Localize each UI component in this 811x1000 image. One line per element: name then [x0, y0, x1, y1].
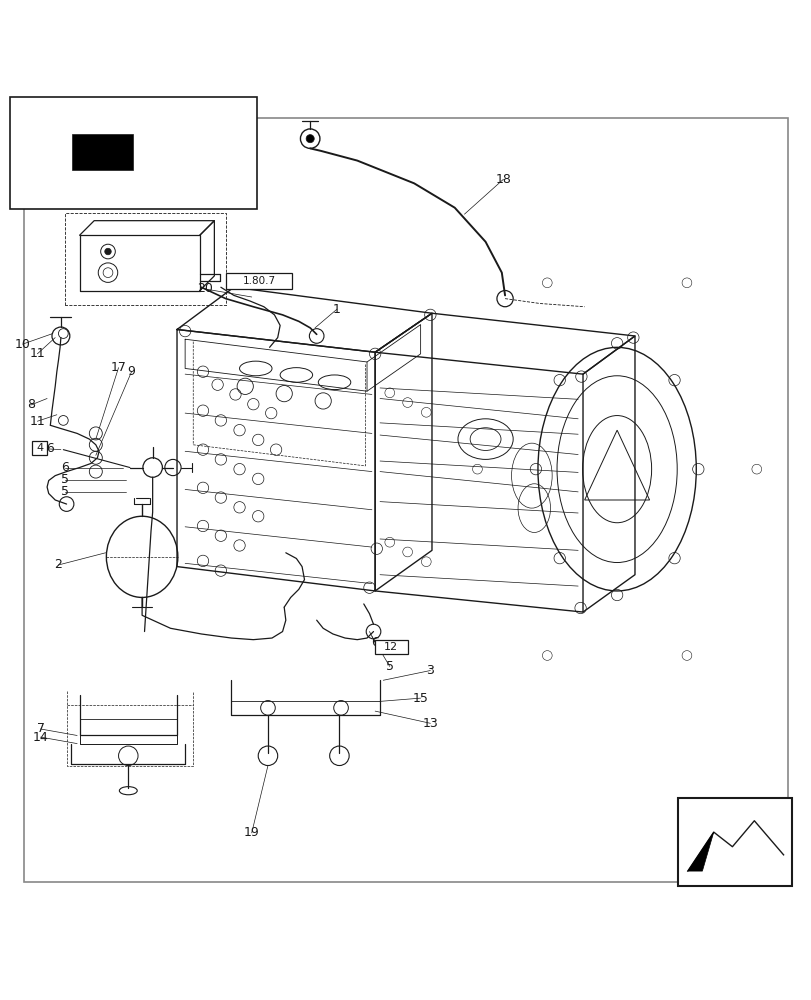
Text: 10: 10 — [15, 338, 31, 351]
Text: 6: 6 — [371, 636, 379, 649]
Text: 15: 15 — [412, 692, 428, 705]
Text: 5: 5 — [61, 473, 69, 486]
Text: 1.80.7: 1.80.7 — [242, 276, 275, 286]
Text: 12: 12 — [384, 642, 398, 652]
Text: 11: 11 — [29, 415, 45, 428]
Text: 18: 18 — [495, 173, 511, 186]
Text: 16: 16 — [39, 442, 55, 455]
Text: 5: 5 — [385, 660, 393, 673]
Text: 19: 19 — [243, 826, 260, 839]
Text: 6: 6 — [61, 461, 69, 474]
Text: 1: 1 — [333, 303, 341, 316]
Bar — [71, 134, 132, 170]
Text: 9: 9 — [127, 365, 135, 378]
Bar — [32, 441, 47, 455]
Circle shape — [105, 248, 111, 255]
Polygon shape — [687, 832, 713, 871]
Bar — [10, 97, 257, 209]
Text: 4: 4 — [36, 443, 43, 453]
Bar — [677, 798, 791, 886]
Bar — [225, 273, 292, 289]
Text: 2: 2 — [54, 558, 62, 571]
Text: 11: 11 — [29, 347, 45, 360]
Bar — [375, 640, 407, 654]
Text: 7: 7 — [36, 722, 45, 735]
Text: 13: 13 — [422, 717, 438, 730]
Text: 3: 3 — [426, 664, 434, 677]
Text: 17: 17 — [110, 361, 127, 374]
Text: 14: 14 — [32, 731, 49, 744]
Circle shape — [306, 135, 314, 143]
Text: 20: 20 — [196, 282, 212, 295]
Text: 8: 8 — [27, 398, 35, 411]
Text: 5: 5 — [61, 485, 69, 498]
